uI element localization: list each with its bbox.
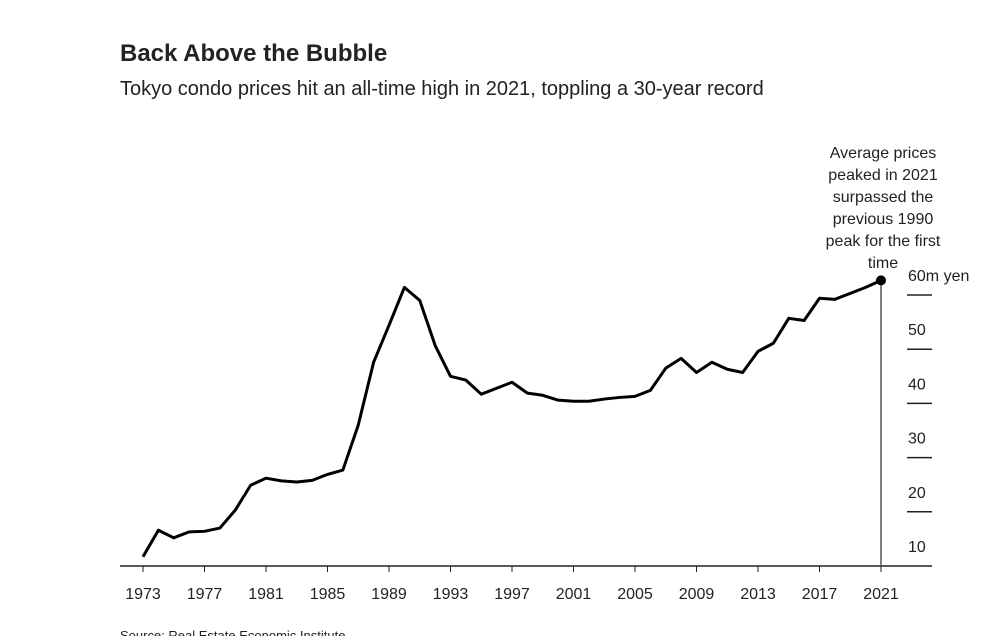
x-tick-label: 1993 [433,586,469,603]
x-tick-label: 1973 [125,586,161,603]
chart-title: Back Above the Bubble [120,40,387,67]
x-tick-label: 2021 [863,586,899,603]
x-tick-label: 1985 [310,586,346,603]
annotation: previous 1990 [833,211,934,228]
annotation: surpassed the [833,189,934,206]
y-tick-label: 60m yen [908,268,969,285]
x-tick-label: 2005 [617,586,653,603]
x-tick-label: 2013 [740,586,776,603]
x-tick-label: 2009 [679,586,715,603]
source: Source: Real Estate Economic Institute [120,628,345,636]
y-tick-label: 10 [908,539,926,556]
chart-subtitle: Tokyo condo prices hit an all-time high … [120,78,764,100]
y-tick-label: 50 [908,322,926,339]
annotation: peaked in 2021 [828,167,938,184]
x-tick-label: 1981 [248,586,284,603]
x-tick-label: 1977 [187,586,223,603]
x-tick-label: 2017 [802,586,838,603]
annotation: peak for the first [826,233,941,250]
annotation: Average prices [830,145,936,162]
x-tick-label: 1997 [494,586,530,603]
x-tick-label: 1989 [371,586,407,603]
y-tick-label: 40 [908,376,926,393]
y-tick-label: 30 [908,431,926,448]
y-tick-label: 20 [908,485,926,502]
end-point [876,275,886,286]
x-tick-label: 2001 [556,586,592,603]
annotation: time [868,255,898,272]
line [141,279,882,558]
